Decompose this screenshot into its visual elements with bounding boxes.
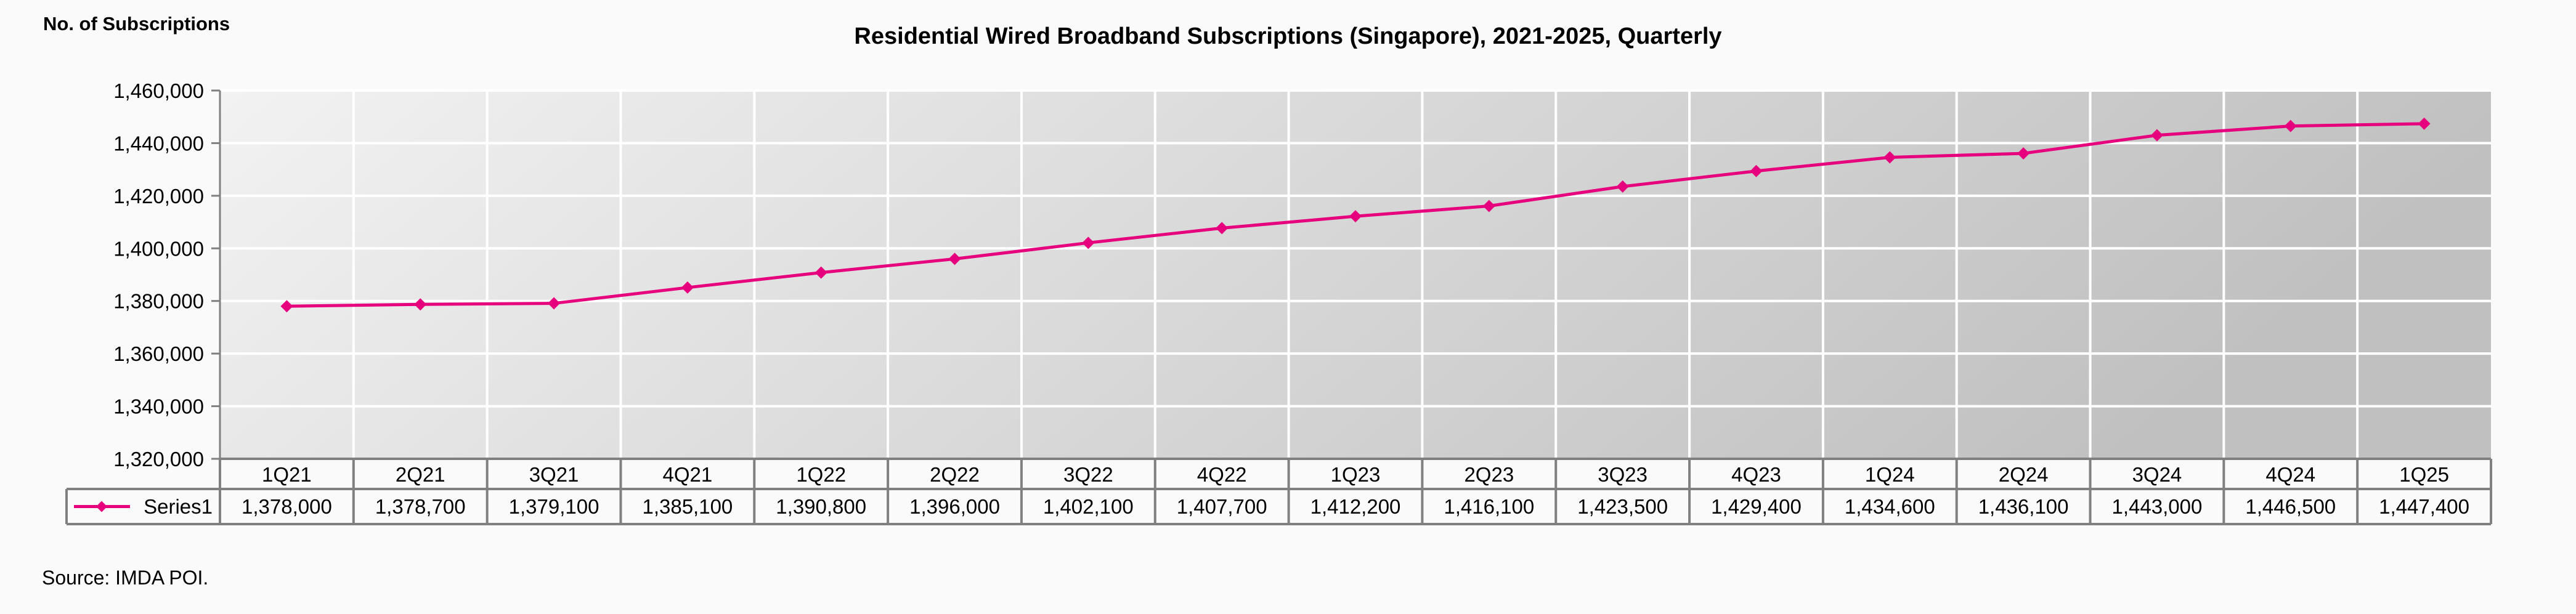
data-table-value: 1,416,100 <box>1444 495 1534 518</box>
legend-marker <box>96 501 107 512</box>
data-table-value: 1,402,100 <box>1043 495 1134 518</box>
data-point <box>1216 222 1229 235</box>
data-table-value: 1,378,000 <box>242 495 332 518</box>
data-point <box>1616 180 1629 193</box>
y-tick-label: 1,440,000 <box>113 132 204 155</box>
data-table-value: 1,407,700 <box>1177 495 1267 518</box>
data-table-value: 1,423,500 <box>1577 495 1668 518</box>
data-table-value: 1,390,800 <box>776 495 866 518</box>
y-axis-title: No. of Subscriptions <box>43 13 230 34</box>
x-category-label: 1Q21 <box>262 463 312 486</box>
x-category-label: 3Q22 <box>1063 463 1113 486</box>
data-point <box>1482 200 1495 212</box>
x-category-label: 4Q21 <box>663 463 713 486</box>
data-table-value: 1,385,100 <box>642 495 733 518</box>
source-note: Source: IMDA POI. <box>42 567 209 589</box>
x-category-label: 1Q25 <box>2399 463 2449 486</box>
data-table-value: 1,379,100 <box>509 495 599 518</box>
data-point <box>681 281 694 294</box>
legend-label: Series1 <box>144 495 213 518</box>
x-category-label: 3Q23 <box>1598 463 1648 486</box>
x-category-label: 4Q24 <box>2265 463 2315 486</box>
chart-title: Residential Wired Broadband Subscription… <box>854 23 1722 49</box>
data-point <box>2284 119 2297 132</box>
data-point <box>2017 147 2030 160</box>
plot-area <box>220 91 2491 459</box>
data-point <box>2150 129 2163 142</box>
x-category-label: 3Q21 <box>529 463 579 486</box>
y-tick-label: 1,380,000 <box>113 290 204 313</box>
data-point <box>1349 210 1362 223</box>
data-point <box>548 297 561 310</box>
data-table-value: 1,443,000 <box>2112 495 2203 518</box>
data-table-value: 1,429,400 <box>1711 495 1802 518</box>
x-category-label: 1Q24 <box>1865 463 1915 486</box>
x-category-label: 1Q22 <box>796 463 846 486</box>
data-table-value: 1,447,400 <box>2379 495 2469 518</box>
data-point <box>948 252 961 265</box>
x-category-label: 4Q22 <box>1197 463 1247 486</box>
data-point <box>1750 164 1763 177</box>
x-category-label: 3Q24 <box>2132 463 2182 486</box>
data-point <box>414 298 427 311</box>
y-tick-label: 1,360,000 <box>113 342 204 365</box>
data-table-value: 1,436,100 <box>1978 495 2069 518</box>
data-point <box>1082 236 1095 249</box>
data-table-value: 1,434,600 <box>1845 495 1935 518</box>
x-category-label: 2Q22 <box>930 463 980 486</box>
y-tick-label: 1,320,000 <box>113 448 204 471</box>
x-category-label: 1Q23 <box>1331 463 1381 486</box>
y-tick-label: 1,400,000 <box>113 237 204 260</box>
data-point <box>280 300 293 313</box>
y-tick-label: 1,460,000 <box>113 79 204 102</box>
data-table-value: 1,412,200 <box>1310 495 1401 518</box>
data-table-value: 1,446,500 <box>2245 495 2336 518</box>
data-point <box>815 266 827 279</box>
x-category-label: 4Q23 <box>1731 463 1781 486</box>
data-table-value: 1,396,000 <box>909 495 1000 518</box>
data-point <box>2418 117 2431 130</box>
y-tick-label: 1,340,000 <box>113 395 204 418</box>
x-category-label: 2Q21 <box>396 463 445 486</box>
data-point <box>1883 151 1896 164</box>
data-table-value: 1,378,700 <box>375 495 466 518</box>
x-category-label: 2Q23 <box>1464 463 1514 486</box>
y-tick-label: 1,420,000 <box>113 185 204 208</box>
x-category-label: 2Q24 <box>1999 463 2049 486</box>
